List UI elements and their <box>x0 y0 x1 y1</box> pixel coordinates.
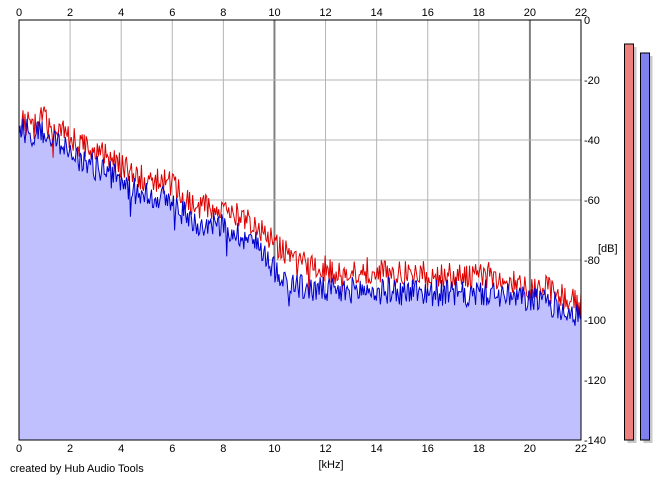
plot-frame <box>18 19 582 441</box>
y-tick-label: -120 <box>584 375 606 387</box>
x-tick-label: 12 <box>319 443 331 455</box>
x-tick-label-top: 16 <box>422 7 434 19</box>
y-tick-label: -40 <box>584 135 600 147</box>
x-tick-labels-bottom: 0 2 4 6 8 10 12 14 16 18 20 22 <box>16 443 587 455</box>
x-tick-label-top: 22 <box>575 7 587 19</box>
y-tick-label: -80 <box>584 255 600 267</box>
x-tick-label-top: 20 <box>524 7 536 19</box>
x-tick-label: 20 <box>524 443 536 455</box>
meter-bar <box>640 52 650 441</box>
x-tick-label: 6 <box>169 443 175 455</box>
y-tick-label: 0 <box>584 15 590 27</box>
x-tick-label: 2 <box>67 443 73 455</box>
right-channel-line <box>18 118 582 326</box>
meter-bar <box>624 43 634 441</box>
x-tick-labels-top: 0 2 4 6 8 10 12 14 16 18 20 22 <box>16 7 587 19</box>
x-tick-label-top: 8 <box>220 7 226 19</box>
x-tick-label: 0 <box>16 443 22 455</box>
x-tick-label: 10 <box>268 443 280 455</box>
x-tick-label: 8 <box>220 443 226 455</box>
x-tick-label: 16 <box>422 443 434 455</box>
y-tick-label: -100 <box>584 315 606 327</box>
y-axis-label: [dB] <box>598 243 618 255</box>
x-tick-label: 14 <box>371 443 383 455</box>
x-tick-label: 18 <box>473 443 485 455</box>
y-tick-label: -20 <box>584 75 600 87</box>
left-level-meter <box>624 43 637 443</box>
x-axis-label: [kHz] <box>318 459 343 471</box>
x-tick-label: 4 <box>118 443 124 455</box>
x-tick-label-top: 14 <box>371 7 383 19</box>
x-tick-label-top: 2 <box>67 7 73 19</box>
y-tick-labels: 0 -20 -40 -60 -80 -100 -120 -140 <box>584 15 606 447</box>
x-tick-label: 22 <box>575 443 587 455</box>
credit-text: created by Hub Audio Tools <box>10 463 144 475</box>
y-tick-label: -60 <box>584 195 600 207</box>
x-tick-label-top: 4 <box>118 7 124 19</box>
x-tick-label-top: 0 <box>16 7 22 19</box>
y-tick-label: -140 <box>584 435 606 447</box>
x-tick-label-top: 6 <box>169 7 175 19</box>
left-channel-line <box>18 106 582 319</box>
right-level-meter <box>640 52 653 443</box>
x-tick-label-top: 12 <box>319 7 331 19</box>
x-tick-label-top: 18 <box>473 7 485 19</box>
x-tick-label-top: 10 <box>268 7 280 19</box>
